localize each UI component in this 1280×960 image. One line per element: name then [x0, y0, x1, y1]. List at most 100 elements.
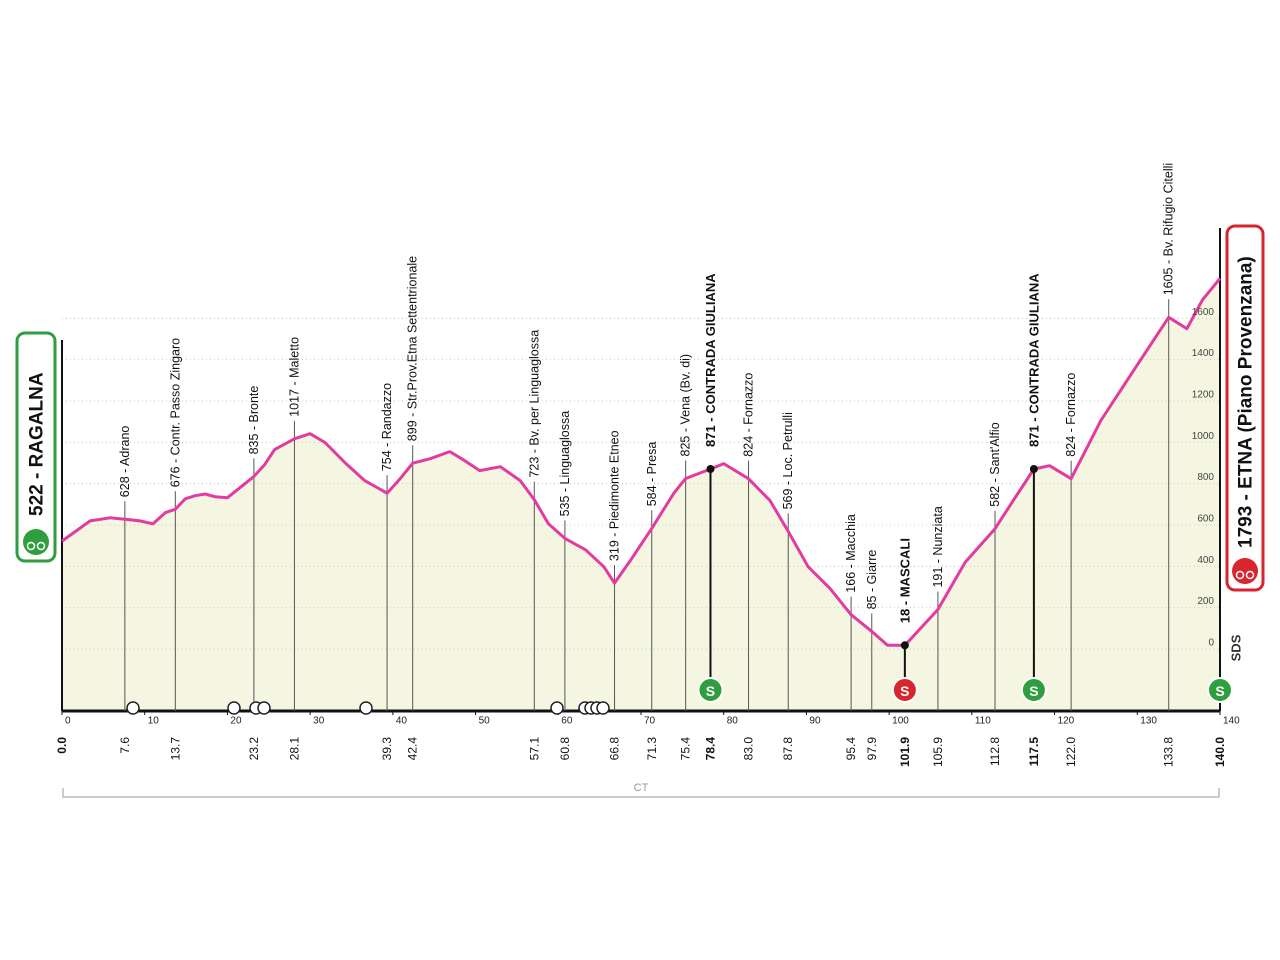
- y-tick-label: 200: [1197, 596, 1214, 607]
- waypoint-label: 85 - Giarre: [865, 550, 879, 610]
- waypoint-dot: [900, 641, 909, 650]
- start-icon: [23, 529, 49, 555]
- x-tick-label: 0: [65, 716, 71, 727]
- y-tick-label: 0: [1208, 638, 1214, 649]
- area-bracket: [62, 788, 1220, 798]
- km-label: 112.8: [988, 737, 1002, 766]
- waypoint-label: 319 - Piedimonte Etneo: [608, 430, 622, 561]
- waypoint-label: 899 - Str.Prov.Etna Settentrionale: [406, 256, 420, 441]
- icon: [596, 701, 610, 715]
- waypoint-label: 871 - CONTRADA GIULIANA: [703, 273, 718, 447]
- start-label: 522 - RAGALNA: [27, 372, 48, 516]
- y-tick-label: 1400: [1192, 348, 1215, 359]
- profile-area: [62, 278, 1220, 711]
- waypoint-label: 824 - Fornazzo: [742, 373, 756, 457]
- km-label: 42.4: [406, 737, 420, 761]
- waypoint-label: 584 - Presa: [645, 442, 659, 507]
- km-label: 83.0: [742, 737, 756, 761]
- y-tick-label: 600: [1197, 514, 1214, 525]
- waypoint-label: 18 - MASCALI: [897, 538, 912, 623]
- sprint-label: S: [900, 683, 909, 699]
- waypoint-label: 754 - Randazzo: [380, 383, 394, 471]
- waypoint-label: 569 - Loc. Petrulli: [781, 412, 795, 509]
- x-tick-label: 100: [892, 716, 909, 727]
- waypoint-label: 723 - Bv. per Linguaglossa: [527, 330, 541, 478]
- waypoint-label: 835 - Bronte: [247, 386, 261, 455]
- km-label: 105.9: [931, 737, 945, 767]
- km-label: 7.6: [118, 737, 132, 754]
- km-label: 60.8: [558, 737, 572, 761]
- icon: [1235, 570, 1245, 580]
- km-label: 97.9: [865, 737, 879, 761]
- km-label: 140.0: [1213, 737, 1227, 767]
- km-label: 28.1: [287, 737, 301, 761]
- route-icons: [126, 701, 610, 715]
- km-label: 101.9: [898, 737, 912, 767]
- km-label: 23.2: [247, 737, 261, 761]
- x-tick-label: 120: [1058, 716, 1075, 727]
- icon: [126, 701, 140, 715]
- waypoint-label: 535 - Linguaglossa: [558, 411, 572, 517]
- x-tick-label: 70: [644, 716, 656, 727]
- sprint-marker: [891, 677, 918, 703]
- waypoint-label: 191 - Nunziata: [931, 506, 945, 587]
- waypoint-label: 676 - Contr. Passo Zingaro: [168, 338, 182, 487]
- x-tick-label: 10: [148, 716, 160, 727]
- sprint-label: S: [1029, 683, 1038, 699]
- sprint-label: S: [1215, 683, 1224, 699]
- waypoint-label: 582 - Sant'Alfio: [988, 422, 1002, 506]
- km-label: 133.8: [1162, 737, 1176, 767]
- waypoint-label: 824 - Fornazzo: [1064, 373, 1078, 457]
- icon: [257, 701, 271, 715]
- finish-box: [1225, 224, 1265, 592]
- y-tick-label: 400: [1197, 555, 1214, 566]
- km-label: 57.1: [527, 737, 541, 761]
- waypoint-label: 825 - Vena (Bv. di): [679, 354, 693, 457]
- sprint-marker: [1020, 677, 1047, 703]
- km-label: 75.4: [679, 737, 693, 761]
- x-tick-label: 110: [975, 716, 991, 727]
- km-label: 13.7: [168, 737, 182, 761]
- icon: [26, 541, 36, 551]
- km-label: 66.8: [608, 737, 622, 761]
- waypoint-label: 871 - CONTRADA GIULIANA: [1026, 273, 1041, 447]
- icon: [1245, 570, 1255, 580]
- icon: [36, 541, 46, 551]
- profile-line: [61, 277, 1222, 647]
- sprint-marker: [1207, 677, 1233, 703]
- km-label: 71.3: [645, 737, 659, 761]
- km-label: 78.4: [703, 737, 717, 761]
- km-label: 122.0: [1064, 737, 1078, 767]
- km-label: 87.8: [781, 737, 795, 761]
- waypoint-label: 166 - Macchia: [844, 514, 858, 593]
- km-label: 95.4: [844, 737, 858, 761]
- area-label: CT: [634, 782, 649, 794]
- x-tick-label: 30: [313, 716, 325, 727]
- km-label: 0.0: [55, 737, 69, 754]
- x-tick-label: 60: [561, 716, 573, 727]
- y-tick-label: 1000: [1192, 431, 1215, 442]
- waypoint-dot: [706, 464, 715, 473]
- x-tick-label: 130: [1140, 716, 1157, 727]
- x-tick-label: 40: [396, 716, 408, 727]
- x-tick-label: 90: [809, 716, 821, 727]
- x-tick-label: 80: [727, 716, 739, 727]
- waypoint-dot: [1029, 464, 1038, 473]
- icon: [359, 701, 373, 715]
- y-tick-label: 1600: [1192, 307, 1215, 318]
- km-label: 39.3: [380, 737, 394, 761]
- waypoint-label: 1605 - Bv. Rifugio Citelli: [1162, 163, 1176, 295]
- finish-icon: [1232, 558, 1258, 584]
- sponsor: SDS: [1229, 634, 1244, 661]
- x-tick-label: 20: [230, 716, 242, 727]
- y-tick-label: 1200: [1192, 390, 1215, 401]
- sprint-marker: [697, 677, 724, 703]
- icon: [550, 701, 564, 715]
- y-tick-label: 800: [1197, 472, 1214, 483]
- x-tick-label: 140: [1223, 716, 1240, 727]
- km-label: 117.5: [1027, 737, 1041, 767]
- start-box: [15, 331, 57, 563]
- waypoint-label: 628 - Adrano: [118, 426, 132, 498]
